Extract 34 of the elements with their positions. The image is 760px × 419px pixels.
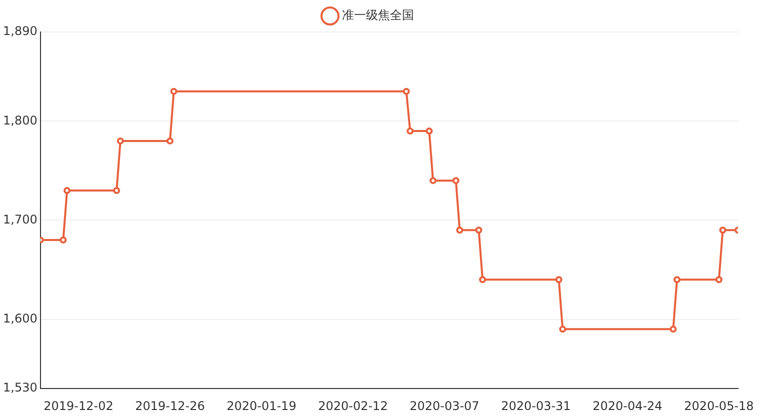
y-tick-label: 1,600 [2, 311, 38, 326]
point [60, 236, 67, 244]
point [559, 326, 566, 333]
x-tick-label: 2019-12-26 [135, 398, 205, 413]
point [170, 88, 178, 95]
x-tick-label: 2020-01-19 [226, 398, 296, 413]
point [430, 177, 437, 184]
x-tick-label: 2020-05-18 [684, 398, 754, 413]
point [402, 88, 410, 95]
point [479, 276, 486, 284]
point [674, 276, 681, 284]
point [555, 276, 562, 284]
y-tick-label: 1,890 [2, 24, 38, 38]
x-tick-label: 2020-03-31 [501, 398, 571, 413]
y-tick-label: 1,530 [2, 380, 38, 395]
point [406, 128, 414, 135]
legend-label: 准一级焦全国 [342, 8, 414, 22]
point [426, 128, 433, 135]
point [113, 186, 120, 194]
y-tick-label: 1,800 [2, 113, 38, 128]
point [475, 226, 482, 234]
point [452, 177, 460, 184]
point [719, 226, 726, 234]
x-tick-label: 2020-04-24 [592, 398, 662, 413]
point [166, 137, 174, 144]
point [670, 326, 677, 333]
y-tick-label: 1,700 [2, 212, 38, 226]
point [715, 276, 722, 284]
point [116, 137, 124, 144]
x-tick-label: 2020-03-07 [410, 398, 480, 413]
point [456, 226, 464, 234]
x-tick-label: 2019-12-02 [44, 398, 114, 413]
point [64, 186, 71, 194]
x-tick-label: 2020-02-12 [318, 398, 388, 413]
